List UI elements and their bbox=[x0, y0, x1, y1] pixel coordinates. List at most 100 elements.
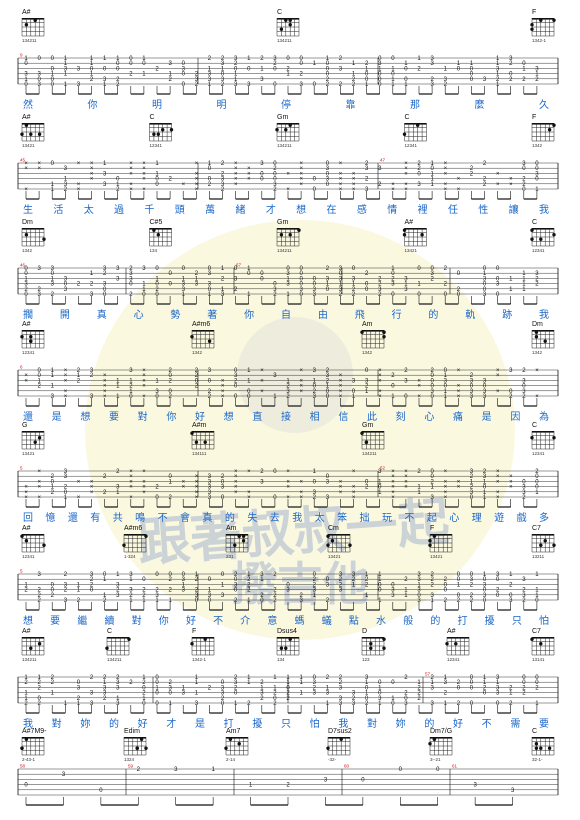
fret-number: 2 bbox=[116, 187, 120, 193]
fret-number: 0 bbox=[365, 72, 369, 78]
fret-number: 3 bbox=[339, 685, 343, 691]
mute-mark: × bbox=[38, 469, 42, 475]
fret-number: 1 bbox=[417, 485, 421, 491]
fret-number: 2 bbox=[404, 691, 408, 697]
fret-number: 3 bbox=[142, 266, 146, 272]
fret-number: 0 bbox=[522, 384, 526, 390]
fret-number: 1 bbox=[51, 368, 55, 374]
fret-number: 2 bbox=[208, 56, 212, 62]
lyric-char: 我 bbox=[23, 718, 33, 730]
fret-number: 0 bbox=[483, 384, 487, 390]
lyric-char: 在 bbox=[327, 204, 337, 216]
fret-number: 1 bbox=[535, 701, 539, 707]
finger-dot bbox=[190, 335, 194, 339]
finger-dot bbox=[122, 543, 126, 547]
fret-number: 1 bbox=[444, 701, 448, 707]
finger-dot bbox=[233, 543, 237, 547]
chord-fingering: 134211 bbox=[277, 38, 292, 43]
lyric-char: 擾 bbox=[485, 614, 495, 627]
fret-number: 2 bbox=[129, 680, 133, 686]
fret-number: 1 bbox=[51, 182, 55, 188]
mute-mark: × bbox=[496, 389, 500, 395]
mute-mark: × bbox=[496, 479, 500, 485]
chord-fingering: 231 bbox=[226, 554, 234, 559]
fret-number: 2 bbox=[142, 691, 146, 697]
fret-number: 1 bbox=[496, 72, 500, 78]
fret-number: 2 bbox=[483, 161, 487, 167]
fret-number: 3 bbox=[483, 394, 487, 400]
finger-dot bbox=[20, 132, 24, 136]
fret-number: 0 bbox=[457, 271, 461, 277]
fret-number: 0 bbox=[182, 572, 186, 578]
fret-number: 3 bbox=[90, 572, 94, 578]
finger-dot bbox=[288, 637, 292, 641]
mute-mark: × bbox=[300, 378, 304, 384]
mute-mark: × bbox=[300, 182, 304, 188]
fret-number: 3 bbox=[509, 56, 513, 62]
chord-name: A# bbox=[22, 628, 31, 635]
fret-number: 2 bbox=[155, 287, 159, 293]
fret-number: 3 bbox=[522, 577, 526, 583]
fret-number: 2 bbox=[103, 271, 107, 277]
fret-number: 0 bbox=[365, 77, 369, 83]
fret-number: 0 bbox=[38, 368, 42, 374]
mute-mark: × bbox=[38, 495, 42, 501]
chord-name: A#m6 bbox=[192, 321, 210, 328]
fret-number: 1 bbox=[51, 691, 55, 697]
fret-number: 1 bbox=[116, 56, 120, 62]
lyric-char: 還 bbox=[68, 512, 78, 524]
fret-number: 2 bbox=[444, 691, 448, 697]
mute-mark: × bbox=[90, 177, 94, 183]
lyric-char: 擾 bbox=[252, 717, 262, 730]
fret-number: 3 bbox=[182, 577, 186, 583]
fret-number: 1 bbox=[457, 61, 461, 67]
lyric-char: 只 bbox=[512, 616, 522, 627]
fret-number: 1 bbox=[51, 276, 55, 282]
mute-mark: × bbox=[378, 394, 382, 400]
fret-number: 2 bbox=[339, 82, 343, 88]
fret-number: 1 bbox=[431, 598, 435, 604]
lyric-char: 因 bbox=[510, 411, 520, 423]
fret-number: 2 bbox=[38, 685, 42, 691]
finger-dot bbox=[144, 534, 148, 538]
chord-grid bbox=[224, 737, 249, 756]
fret-number: 1 bbox=[339, 282, 343, 288]
fret-number: 2 bbox=[313, 685, 317, 691]
fret-number: 3 bbox=[352, 691, 356, 697]
mute-mark: × bbox=[404, 161, 408, 167]
mute-mark: × bbox=[457, 368, 461, 374]
fret-number: 2 bbox=[457, 680, 461, 686]
mute-mark: × bbox=[300, 166, 304, 172]
fret-number: 0 bbox=[155, 182, 159, 188]
lyric-char: 想 bbox=[296, 203, 306, 216]
fret-number: 3 bbox=[431, 271, 435, 277]
fret-number: 3 bbox=[182, 691, 186, 697]
lyric-char: 緒 bbox=[235, 203, 245, 216]
fret-number: 3 bbox=[470, 577, 474, 583]
fret-number: 3 bbox=[313, 691, 317, 697]
finger-dot bbox=[135, 746, 139, 750]
fret-number: 0 bbox=[444, 292, 448, 298]
fret-number: 1 bbox=[103, 680, 107, 686]
fret-number: 2 bbox=[273, 292, 277, 298]
lyric-char: 對 bbox=[138, 410, 148, 423]
fret-number: 2 bbox=[195, 588, 199, 594]
fret-number: 2 bbox=[195, 82, 199, 88]
chord-fingering: 1342 bbox=[22, 248, 33, 253]
fret-number: 1 bbox=[169, 701, 173, 707]
fret-number: 3 bbox=[64, 287, 68, 293]
fret-number: 0 bbox=[431, 474, 435, 480]
fret-number: 0 bbox=[313, 177, 317, 183]
fret-number: 2 bbox=[417, 161, 421, 167]
fret-number: 1 bbox=[365, 593, 369, 599]
fret-number: 0 bbox=[535, 485, 539, 491]
lyric-line: 生活太過千頭萬緒才想在感情裡任性讓我 bbox=[23, 203, 549, 216]
fret-number: 1 bbox=[247, 56, 251, 62]
fret-number: 1 bbox=[90, 271, 94, 277]
fret-number: 3 bbox=[116, 593, 120, 599]
fret-number: 0 bbox=[365, 368, 369, 374]
finger-dot bbox=[382, 335, 386, 339]
chord-grid bbox=[530, 228, 556, 247]
